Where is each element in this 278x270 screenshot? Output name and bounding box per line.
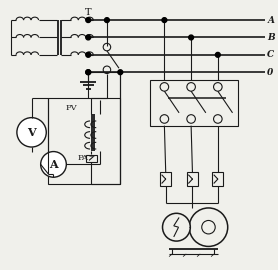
Circle shape: [17, 118, 46, 147]
Circle shape: [86, 52, 91, 57]
Text: C: C: [267, 50, 274, 59]
Bar: [212, 173, 223, 186]
Text: PV: PV: [65, 104, 77, 112]
Bar: [187, 173, 198, 186]
Circle shape: [86, 35, 91, 40]
Circle shape: [105, 18, 109, 22]
Circle shape: [160, 115, 169, 123]
Text: 0: 0: [267, 68, 274, 77]
Circle shape: [214, 115, 222, 123]
Circle shape: [215, 52, 220, 57]
Text: V: V: [27, 127, 36, 138]
Circle shape: [162, 18, 167, 22]
Text: PA: PA: [78, 154, 88, 162]
Circle shape: [86, 18, 91, 22]
Text: B: B: [267, 33, 275, 42]
Text: A: A: [49, 159, 58, 170]
Circle shape: [214, 83, 222, 91]
Circle shape: [41, 151, 66, 177]
Text: A: A: [267, 16, 274, 25]
Circle shape: [187, 115, 195, 123]
Bar: [86, 155, 97, 162]
Circle shape: [160, 83, 169, 91]
Circle shape: [189, 35, 193, 40]
Circle shape: [103, 43, 111, 51]
Circle shape: [163, 213, 190, 241]
Circle shape: [189, 208, 228, 247]
Circle shape: [118, 70, 123, 75]
Text: T: T: [85, 8, 91, 16]
Bar: [160, 173, 171, 186]
Bar: [48, 97, 120, 184]
Circle shape: [86, 70, 91, 75]
Circle shape: [103, 66, 111, 73]
Bar: [150, 80, 238, 126]
Circle shape: [187, 83, 195, 91]
Circle shape: [86, 70, 91, 75]
